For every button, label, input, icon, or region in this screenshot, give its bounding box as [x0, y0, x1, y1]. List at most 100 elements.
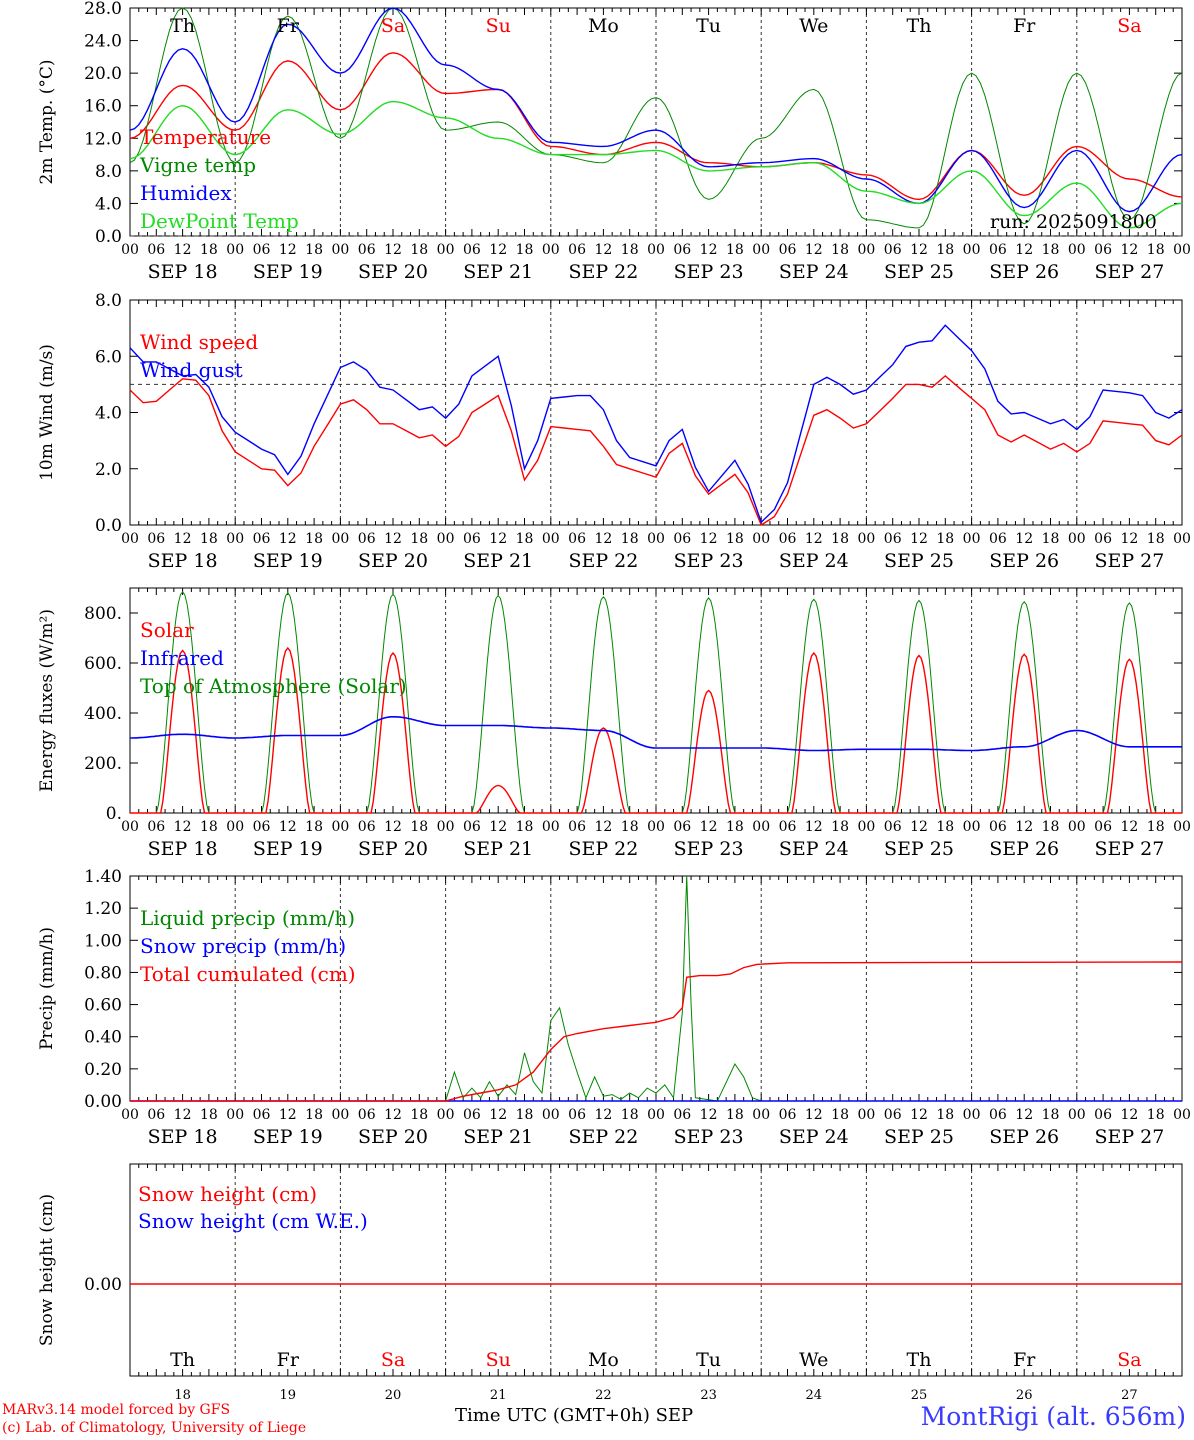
x-hour-label: 06: [147, 531, 165, 547]
x-hour-label: 12: [594, 819, 612, 835]
x-date-label: SEP 24: [779, 550, 849, 572]
x-hour-label: 00: [331, 531, 349, 547]
panel-5: 0.00 Snow height (cm) Snow height (cm) Snow…: [37, 1163, 1183, 1403]
x-hour-label: 00: [437, 531, 455, 547]
station-name: MontRigi (alt. 656m): [920, 1402, 1186, 1431]
y-tick-label: 4.0: [95, 404, 122, 424]
x-hour-label: 18: [410, 1107, 428, 1123]
x-date-label: SEP 23: [674, 550, 744, 572]
x-hour-label: 18: [621, 1107, 639, 1123]
x-date-label: SEP 26: [989, 261, 1059, 283]
x-hour-label: 06: [779, 531, 797, 547]
x-hour-label: 00: [857, 819, 875, 835]
x-date-label: SEP 19: [253, 261, 323, 283]
x-date-label: SEP 25: [884, 261, 954, 283]
x-hour-label: 06: [147, 1107, 165, 1123]
x-hour-label: 00: [752, 1107, 770, 1123]
x-hour-label: 12: [174, 1107, 192, 1123]
y-tick-label: 0.: [106, 804, 122, 824]
x-hour-label: 00: [121, 531, 139, 547]
x-hour-label: 12: [174, 531, 192, 547]
panel-frame: [129, 587, 1183, 814]
x-hour-label: 12: [1015, 1107, 1033, 1123]
x-hour-label: 00: [752, 819, 770, 835]
x-hour-label: 18: [831, 242, 849, 258]
x-hour-label: 12: [384, 1107, 402, 1123]
x-hour-label: 18: [1042, 819, 1060, 835]
x-hour-label: 18: [621, 819, 639, 835]
legend-entry: DewPoint Temp: [140, 209, 299, 233]
panel-3: 0. 200. 400. 600. 800. Energy fluxes (W/m²) 00…: [37, 587, 1191, 860]
x-hour-label: 00: [963, 242, 981, 258]
x-hour-label: 00: [963, 531, 981, 547]
x-date-label: SEP 18: [148, 261, 218, 283]
weekday-label: Sa: [381, 1349, 405, 1371]
x-hour-label: 18: [1147, 242, 1165, 258]
y-tick-label: 600.: [84, 654, 122, 674]
x-hour-label: 06: [884, 819, 902, 835]
x-hour-label: 18: [1042, 242, 1060, 258]
day-number-label: 27: [1121, 1388, 1138, 1403]
weekday-label: Mo: [588, 15, 619, 37]
x-date-label: SEP 20: [358, 261, 428, 283]
x-hour-label: 06: [673, 1107, 691, 1123]
x-hour-label: 12: [384, 531, 402, 547]
x-date-label: SEP 27: [1094, 1126, 1164, 1148]
series-line: [129, 100, 1183, 229]
x-hour-label: 06: [779, 1107, 797, 1123]
model-credits: MARv3.14 model forced by GFS (c) Lab. of…: [2, 1401, 306, 1437]
series-line: [130, 961, 1183, 1102]
legend-entry: Vigne temp: [139, 153, 256, 177]
model-credit-line2: (c) Lab. of Climatology, University of L…: [2, 1420, 307, 1436]
x-date-label: SEP 25: [884, 550, 954, 572]
x-date-label: SEP 25: [884, 1126, 954, 1148]
x-date-label: SEP 19: [253, 838, 323, 860]
x-date-label: SEP 23: [674, 838, 744, 860]
x-hour-label: 12: [489, 531, 507, 547]
x-date-label: SEP 22: [568, 261, 638, 283]
x-hour-label: 18: [936, 242, 954, 258]
x-hour-label: 00: [226, 819, 244, 835]
x-hour-label: 00: [226, 242, 244, 258]
x-hour-label: 18: [831, 819, 849, 835]
x-date-label: SEP 24: [779, 261, 849, 283]
x-hour-label: 06: [884, 1107, 902, 1123]
x-hour-label: 00: [963, 819, 981, 835]
y-tick-label: 0.80: [84, 963, 122, 983]
x-hour-label: 12: [700, 242, 718, 258]
x-date-label: SEP 22: [568, 838, 638, 860]
x-hour-label: 12: [1120, 242, 1138, 258]
y-axis-title: 10m Wind (m/s): [37, 344, 57, 481]
x-date-label: SEP 21: [463, 1126, 533, 1148]
x-hour-label: 00: [331, 819, 349, 835]
y-tick-label: 12.0: [84, 129, 122, 149]
x-date-label: SEP 21: [463, 550, 533, 572]
x-hour-label: 18: [305, 819, 323, 835]
panel-1: 0.0 4.0 8.0 12.0 16.0 20.0 24.0 28.0 2m Temp. (°…: [37, 0, 1191, 283]
x-hour-label: 12: [594, 1107, 612, 1123]
x-hour-label: 12: [805, 1107, 823, 1123]
y-axis-title: Snow height (cm): [37, 1194, 57, 1346]
y-tick-label: 0.20: [84, 1060, 122, 1080]
day-number-label: 22: [595, 1388, 612, 1403]
x-hour-label: 12: [279, 1107, 297, 1123]
x-date-label: SEP 22: [568, 550, 638, 572]
run-annotation: run: 2025091800: [990, 211, 1157, 233]
x-hour-label: 12: [279, 819, 297, 835]
x-hour-label: 00: [963, 1107, 981, 1123]
x-hour-label: 06: [253, 242, 271, 258]
panel-2: 0.0 2.0 4.0 6.0 8.0 10m Wind (m/s) 00 06 12 18 SEP…: [37, 291, 1191, 572]
x-hour-label: 18: [305, 242, 323, 258]
x-hour-label: 12: [805, 819, 823, 835]
x-hour-label: 12: [1015, 819, 1033, 835]
x-hour-label: 12: [805, 242, 823, 258]
x-hour-label: 12: [594, 242, 612, 258]
weekday-label: Fr: [277, 15, 300, 37]
x-hour-label: 18: [200, 1107, 218, 1123]
x-hour-label: 00: [647, 819, 665, 835]
x-hour-label: 00: [857, 242, 875, 258]
weekday-label: Mo: [588, 1349, 619, 1371]
x-hour-label: 12: [1015, 531, 1033, 547]
x-hour-label: 18: [726, 242, 744, 258]
x-date-label: SEP 24: [779, 838, 849, 860]
